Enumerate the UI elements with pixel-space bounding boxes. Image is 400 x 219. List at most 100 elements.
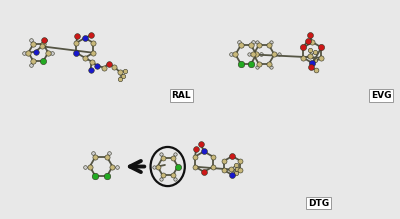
Point <box>106 62 112 65</box>
Point <box>201 170 207 174</box>
Point <box>309 40 316 44</box>
Point <box>40 42 46 46</box>
Point <box>250 40 256 44</box>
Point <box>28 39 34 42</box>
Point <box>101 66 107 69</box>
Point <box>104 175 110 178</box>
Point <box>192 165 198 168</box>
Point <box>318 46 325 49</box>
Point <box>266 62 272 65</box>
Point <box>210 165 216 168</box>
Point <box>38 45 45 48</box>
Point <box>120 74 127 78</box>
Point <box>271 53 278 56</box>
Point <box>257 53 264 56</box>
Point <box>94 64 100 67</box>
Point <box>233 164 239 167</box>
Point <box>106 151 112 155</box>
Point <box>42 39 48 42</box>
Point <box>253 65 260 69</box>
Point <box>40 39 47 42</box>
Point <box>30 42 36 46</box>
Point <box>275 53 282 56</box>
Point <box>172 177 178 180</box>
Point <box>229 154 236 158</box>
Point <box>228 168 234 171</box>
Point <box>82 165 89 168</box>
Point <box>313 69 319 72</box>
Point <box>159 174 166 177</box>
Point <box>28 63 34 67</box>
Point <box>87 34 94 37</box>
Point <box>268 40 274 44</box>
Point <box>104 155 110 158</box>
Point <box>237 168 244 172</box>
Point <box>300 46 306 49</box>
Point <box>237 159 244 162</box>
Point <box>32 50 39 53</box>
Point <box>307 65 314 69</box>
Point <box>40 59 46 63</box>
Text: EVG: EVG <box>371 91 391 100</box>
Point <box>232 53 239 56</box>
Point <box>248 44 254 47</box>
Point <box>266 44 272 47</box>
Point <box>90 151 96 155</box>
Point <box>250 53 257 56</box>
Point <box>309 61 316 65</box>
Point <box>307 54 313 58</box>
Point <box>312 58 318 62</box>
Point <box>111 65 118 68</box>
Point <box>235 40 242 44</box>
Point <box>248 62 254 65</box>
Point <box>233 171 239 175</box>
Point <box>114 165 120 168</box>
Point <box>300 56 306 60</box>
Point <box>228 53 234 56</box>
Point <box>74 35 80 38</box>
Point <box>221 159 227 162</box>
Point <box>82 36 88 40</box>
Point <box>201 150 207 153</box>
Point <box>87 68 94 72</box>
Point <box>170 174 176 177</box>
Text: DTG: DTG <box>308 199 329 208</box>
Point <box>238 62 244 65</box>
Point <box>82 56 88 60</box>
Point <box>175 165 181 168</box>
Point <box>150 165 157 168</box>
Point <box>45 51 51 54</box>
Point <box>73 41 80 45</box>
Point <box>172 153 178 156</box>
Point <box>116 77 123 80</box>
Point <box>30 59 36 63</box>
Point <box>307 48 313 52</box>
Point <box>221 168 227 172</box>
Point <box>116 70 123 74</box>
Point <box>192 155 198 158</box>
Point <box>312 50 318 54</box>
Point <box>154 165 161 168</box>
Point <box>193 148 199 151</box>
Point <box>21 51 28 54</box>
Point <box>92 175 99 178</box>
Point <box>238 44 244 47</box>
Point <box>318 56 325 60</box>
Point <box>170 156 176 159</box>
Point <box>158 177 164 180</box>
Point <box>158 153 164 156</box>
Point <box>73 51 80 55</box>
Point <box>159 156 166 159</box>
Point <box>253 53 260 56</box>
Point <box>306 33 313 37</box>
Point <box>304 39 311 42</box>
Point <box>234 168 240 171</box>
Point <box>268 65 274 69</box>
Point <box>253 40 260 44</box>
Point <box>90 41 97 45</box>
Point <box>198 143 204 146</box>
Text: RAL: RAL <box>172 91 191 100</box>
Point <box>86 165 93 168</box>
Point <box>246 53 252 56</box>
Point <box>92 155 99 158</box>
